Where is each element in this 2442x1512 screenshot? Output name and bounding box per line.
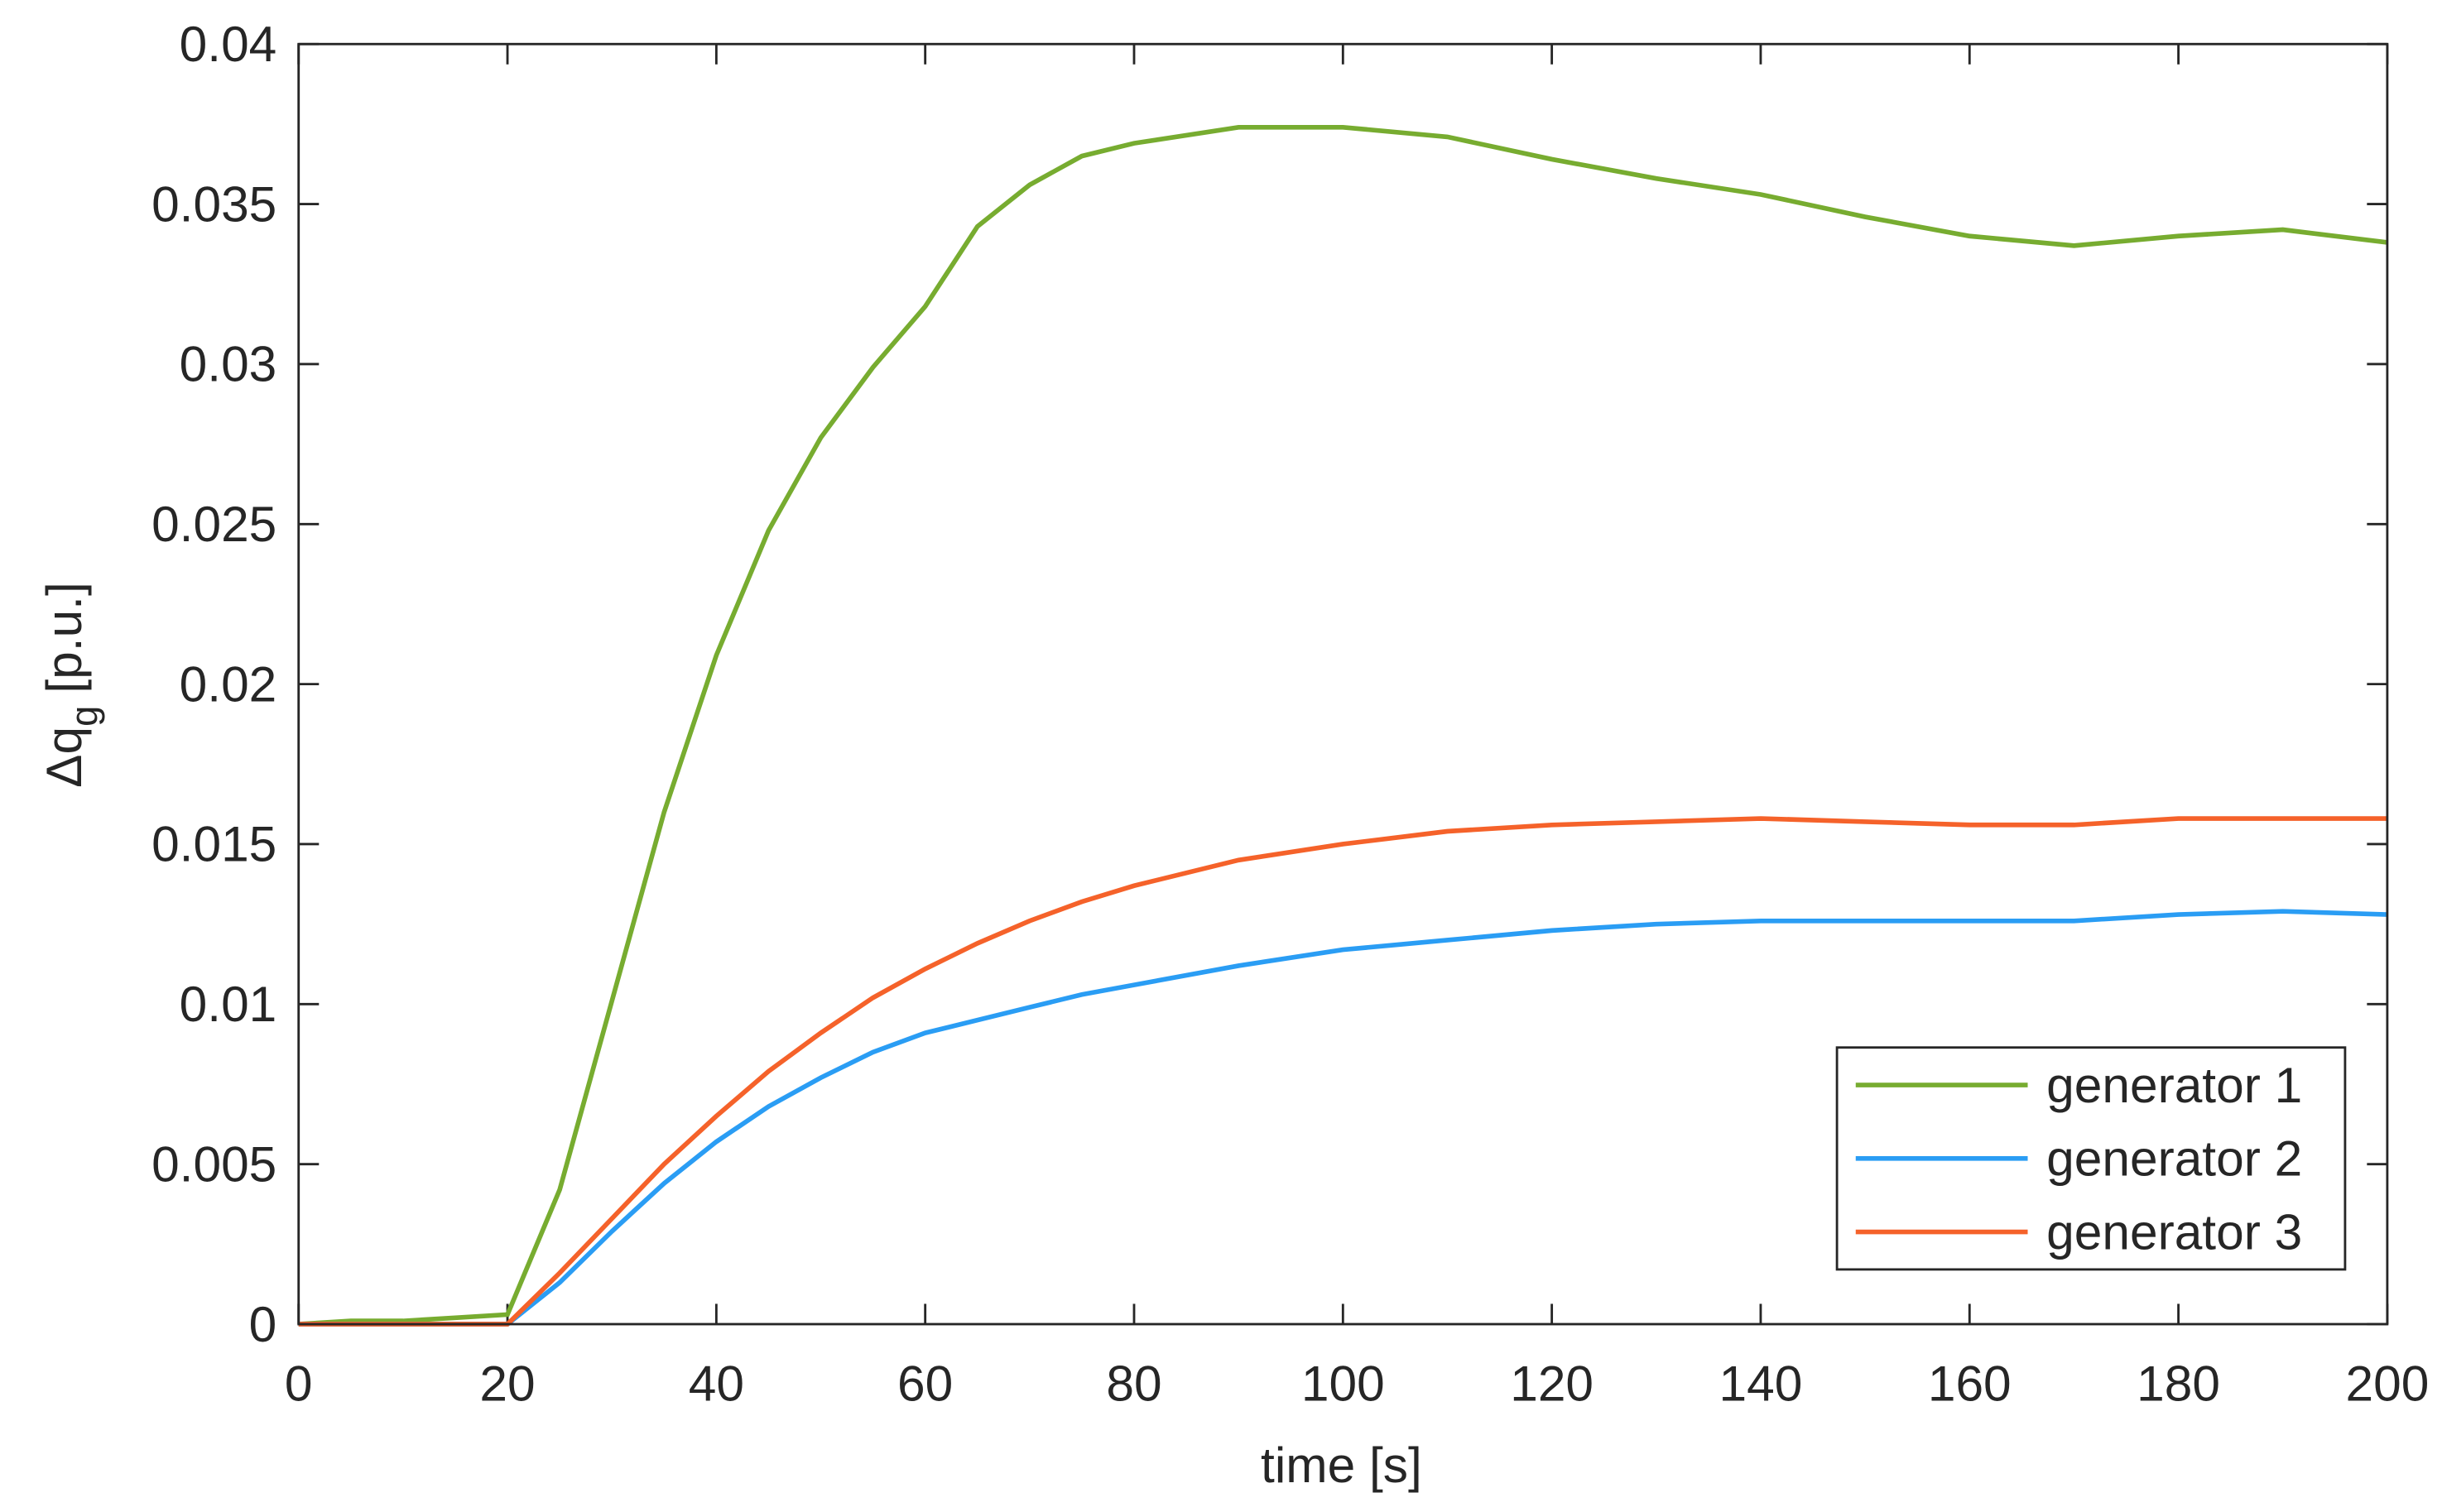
y-tick-label: 0.005 <box>151 1135 276 1192</box>
legend-label: generator 2 <box>2046 1130 2302 1187</box>
x-tick-label: 100 <box>1301 1356 1385 1412</box>
x-tick-label: 20 <box>479 1356 535 1412</box>
x-tick-label: 40 <box>689 1356 744 1412</box>
y-label-symbol: Δq <box>36 727 92 788</box>
line-series <box>298 816 2387 1327</box>
legend-label: generator 3 <box>2046 1203 2302 1260</box>
x-tick-label: 120 <box>1510 1356 1594 1412</box>
y-axis-label: Δqg [p.u.] <box>36 582 105 788</box>
line-series <box>298 909 2387 1327</box>
y-label-subscript: g <box>63 706 105 727</box>
plot-frame <box>297 42 2389 1326</box>
x-tick-label: 200 <box>2345 1356 2429 1412</box>
y-tick-label: 0.01 <box>180 976 277 1032</box>
x-tick-label: 80 <box>1106 1356 1161 1412</box>
y-tick-label: 0.04 <box>180 16 277 72</box>
x-tick-label: 160 <box>1928 1356 2012 1412</box>
x-axis-label: time [s] <box>1261 1437 1422 1493</box>
x-tick-label: 140 <box>1719 1356 1803 1412</box>
x-tick-label: 60 <box>897 1356 953 1412</box>
legend-label: generator 1 <box>2046 1057 2302 1113</box>
y-label-unit: [p.u.] <box>36 582 92 693</box>
x-tick-label: 0 <box>285 1356 313 1412</box>
y-tick-label: 0.025 <box>151 496 276 552</box>
y-tick-label: 0.035 <box>151 175 276 232</box>
line-series <box>298 124 2388 1327</box>
y-tick-label: 0.03 <box>180 336 277 392</box>
x-tick-label: 180 <box>2137 1356 2220 1412</box>
y-tick-label: 0 <box>249 1296 277 1352</box>
y-tick-label: 0.015 <box>151 816 276 872</box>
y-tick-label: 0.02 <box>180 655 277 712</box>
